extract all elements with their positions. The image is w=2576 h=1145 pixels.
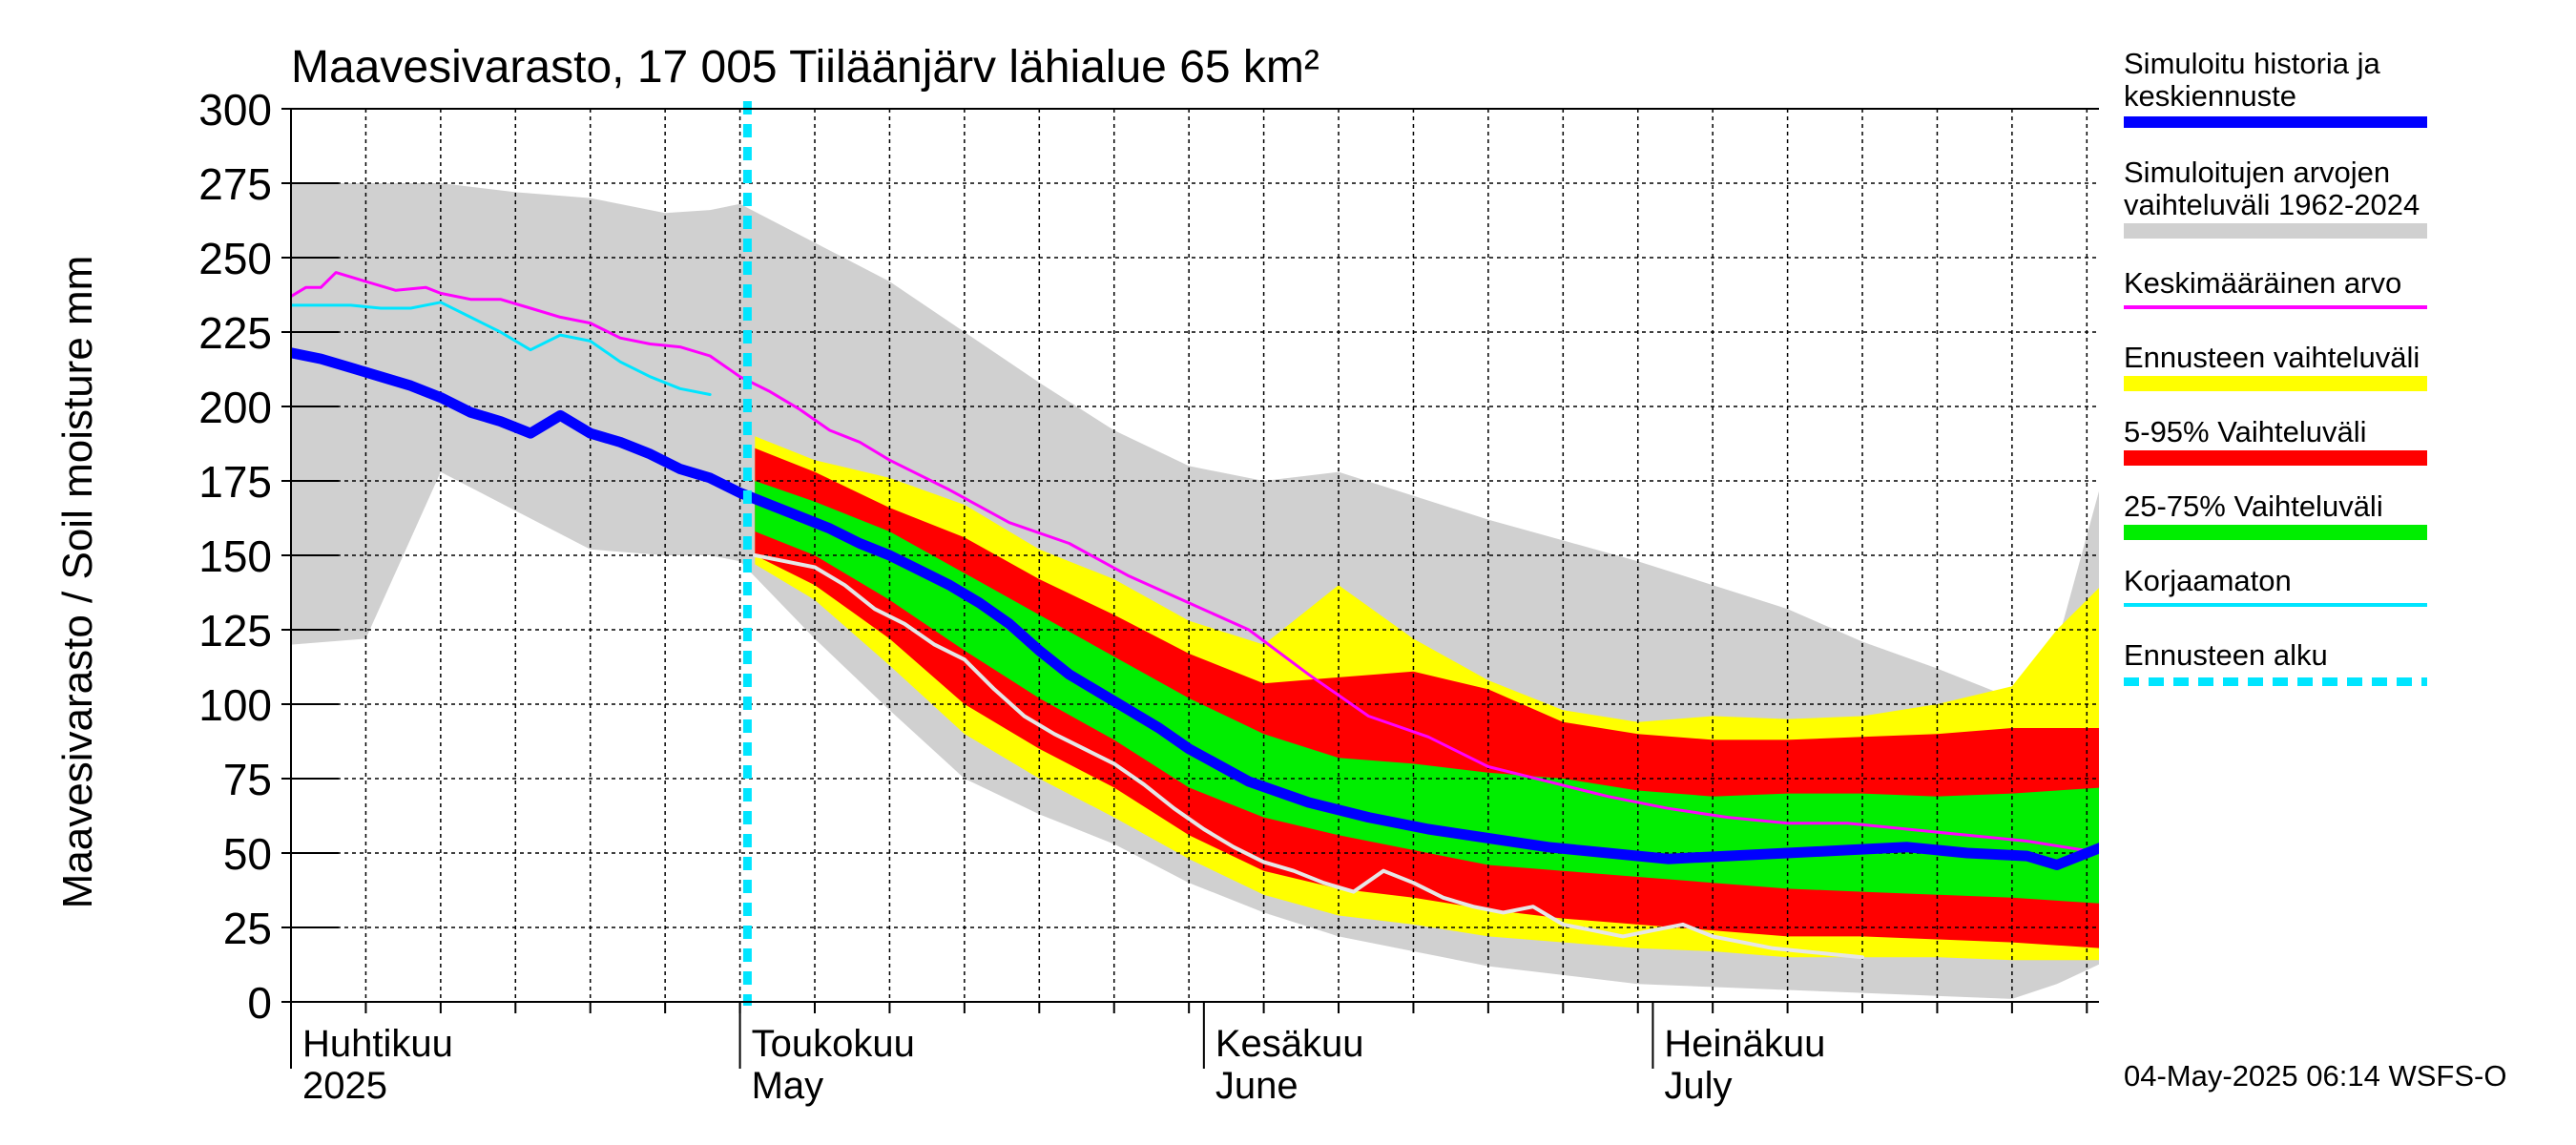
y-tick-label-150: 150 — [198, 531, 272, 581]
legend-item-4: Ennusteen vaihteluväli — [2124, 341, 2439, 391]
data-layer — [291, 109, 2099, 1002]
y-tick-label-300: 300 — [198, 85, 272, 135]
legend-swatch-8 — [2124, 677, 2427, 686]
chart-title: Maavesivarasto, 17 005 Tiiläänjärv lähia… — [291, 42, 1319, 93]
month-label-en-0: 2025 — [302, 1065, 387, 1107]
plot-area: 0 25 50 75 100 125 150 175 200 225 250 275 300 Huhtik… — [198, 85, 2099, 1107]
series-line-1 — [291, 271, 2099, 855]
legend-item-7: Korjaamaton — [2124, 564, 2439, 607]
legend-item-6: 25-75% Vaihteluväli — [2124, 489, 2439, 540]
month-label-fi-0: Huhtikuu — [302, 1023, 453, 1065]
legend-swatch-7 — [2124, 603, 2427, 607]
y-tick-label-100: 100 — [198, 680, 272, 730]
y-tick-label-250: 250 — [198, 234, 272, 283]
soil-moisture-chart: Maavesivarasto, 17 005 Tiiläänjärv lähia… — [54, 42, 2099, 1107]
legend-swatch-6 — [2124, 525, 2427, 540]
legend-item-1: Simuloitu historia ja keskiennuste — [2124, 47, 2439, 128]
month-label-en-1: May — [752, 1065, 824, 1107]
legend-label-7: Korjaamaton — [2124, 564, 2292, 597]
band-4 — [755, 481, 2099, 904]
legend-swatch-4 — [2124, 376, 2427, 391]
month-label-en-3: July — [1664, 1065, 1732, 1107]
month-label-fi-3: Heinäkuu — [1664, 1023, 1825, 1065]
legend-label-1: Simuloitu historia ja keskiennuste — [2124, 47, 2380, 113]
y-tick-label-125: 125 — [198, 606, 272, 656]
series-line-4 — [753, 553, 1864, 960]
legend-swatch-5 — [2124, 450, 2427, 466]
legend-label-6: 25-75% Vaihteluväli — [2124, 489, 2383, 523]
month-label-fi-1: Toukokuu — [752, 1023, 915, 1065]
legend-label-5: 5-95% Vaihteluväli — [2124, 415, 2367, 448]
y-tick-label-175: 175 — [198, 457, 272, 507]
legend-swatch-1 — [2124, 116, 2427, 128]
y-tick-label-75: 75 — [223, 755, 272, 804]
y-tick-label-275: 275 — [198, 159, 272, 209]
legend-swatch-2 — [2124, 223, 2427, 239]
legend-label-8: Ennusteen alku — [2124, 638, 2328, 672]
month-label-fi-2: Kesäkuu — [1215, 1023, 1364, 1065]
y-tick-label-0: 0 — [247, 978, 272, 1028]
timestamp-footer: 04-May-2025 06:14 WSFS-O — [2124, 1059, 2507, 1093]
y-tick-label-225: 225 — [198, 308, 272, 358]
y-tick-label-50: 50 — [223, 829, 272, 879]
legend-label-2: Simuloitujen arvojen vaihteluväli 1962-2… — [2124, 156, 2420, 221]
legend-label-4: Ennusteen vaihteluväli — [2124, 341, 2420, 374]
legend-swatch-3 — [2124, 305, 2427, 309]
legend-item-8: Ennusteen alku — [2124, 638, 2439, 686]
month-label-en-2: June — [1215, 1065, 1298, 1107]
legend-item-2: Simuloitujen arvojen vaihteluväli 1962-2… — [2124, 156, 2439, 239]
series-line-2 — [291, 301, 712, 396]
series-line-3 — [291, 347, 2099, 870]
legend-item-3: Keskimääräinen arvo — [2124, 266, 2439, 309]
y-tick-label-25: 25 — [223, 904, 272, 953]
y-tick-label-200: 200 — [198, 383, 272, 432]
legend-item-5: 5-95% Vaihteluväli — [2124, 415, 2439, 466]
legend-label-3: Keskimääräinen arvo — [2124, 266, 2402, 300]
y-axis-label: Maavesivarasto / Soil moisture mm — [54, 256, 101, 909]
